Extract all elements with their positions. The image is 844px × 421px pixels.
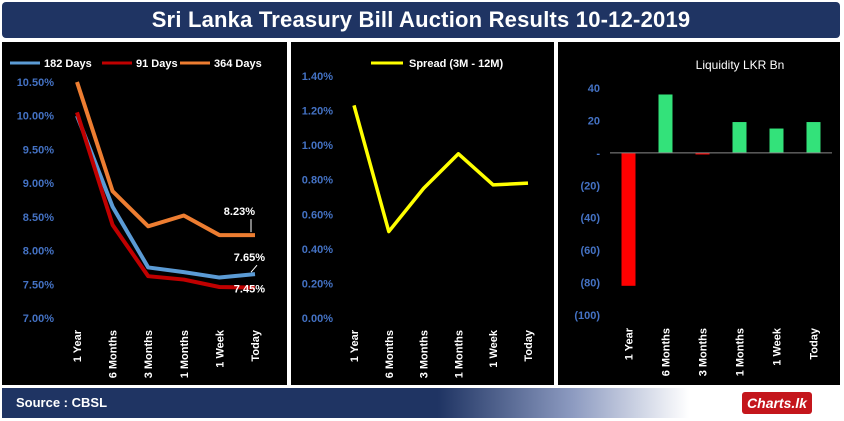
series-line-2 xyxy=(75,81,255,238)
y-tick-label: 8.50% xyxy=(23,212,54,224)
liquidity-panel: Liquidity LKR Bn (100) (80) (60) (40) (20) - 20… xyxy=(558,42,840,385)
x-tick-label: Today xyxy=(523,329,535,361)
y-tick-label: 1.20% xyxy=(302,106,333,118)
y-tick-label: 20 xyxy=(588,115,600,127)
x-tick-label: Today xyxy=(250,329,262,361)
annotation-leader-182 xyxy=(250,264,258,273)
y-tick-label: 9.00% xyxy=(23,178,54,190)
x-tick-label: 3 Months xyxy=(698,328,710,376)
y-tick-label: 7.00% xyxy=(23,313,54,325)
liquidity-chart: Liquidity LKR Bn (100) (80) (60) (40) (20) - 20… xyxy=(574,58,832,376)
x-tick-label: 1 Months xyxy=(179,330,191,378)
y-tick-label: (80) xyxy=(580,278,600,290)
bar-3 xyxy=(732,122,747,153)
legend-label-spread: Spread (3M - 12M) xyxy=(409,58,503,70)
x-tick-label: 1 Year xyxy=(72,329,84,362)
x-tick-label: 1 Week xyxy=(488,329,500,368)
y-tick-label: 0.60% xyxy=(302,209,333,221)
legend-label-1: 91 Days xyxy=(136,58,178,70)
yields-chart: 182 Days 91 Days 364 Days 7.00% 7.50% 8.00% 8.… xyxy=(10,58,265,378)
legend-label-0: 182 Days xyxy=(44,58,92,70)
y-tick-label: 10.50% xyxy=(17,77,55,89)
y-tick-label: (20) xyxy=(580,180,600,192)
series-line-0 xyxy=(75,114,256,280)
spread-chart: Spread (3M - 12M) 0.00% 0.20% 0.40% 0.60% 0.8… xyxy=(302,58,535,378)
y-tick-label: (40) xyxy=(580,213,600,225)
charts-lk-logo: Charts.lk xyxy=(742,392,812,414)
y-tick-label: 0.80% xyxy=(302,175,333,187)
y-tick-label: - xyxy=(596,148,600,160)
x-tick-label: 1 Week xyxy=(214,329,226,368)
annotation-364: 8.23% xyxy=(224,206,255,218)
x-tick-label: 6 Months xyxy=(108,330,120,378)
annotation-91: 7.45% xyxy=(234,284,265,296)
y-tick-label: 1.00% xyxy=(302,140,333,152)
x-tick-label: 3 Months xyxy=(419,330,431,378)
liquidity-title: Liquidity LKR Bn xyxy=(696,58,785,72)
x-tick-label: Today xyxy=(809,327,821,359)
y-tick-label: 10.00% xyxy=(17,111,55,123)
y-tick-label: 7.50% xyxy=(23,279,54,291)
spread-panel: Spread (3M - 12M) 0.00% 0.20% 0.40% 0.60% 0.8… xyxy=(291,42,554,385)
y-tick-label: 0.20% xyxy=(302,278,333,290)
x-tick-label: 1 Months xyxy=(453,330,465,378)
y-tick-label: 1.40% xyxy=(302,71,333,83)
footer-bar: Source : CBSL Charts.lk xyxy=(2,388,840,418)
legend-label-2: 364 Days xyxy=(214,58,262,70)
y-tick-label: (60) xyxy=(580,245,600,257)
page-title: Sri Lanka Treasury Bill Auction Results … xyxy=(2,2,840,38)
source-label: Source : CBSL xyxy=(16,395,108,410)
bar-2 xyxy=(695,152,710,155)
y-tick-label: 0.40% xyxy=(302,244,333,256)
bar-0 xyxy=(621,152,636,286)
y-tick-label: (100) xyxy=(574,310,600,322)
series-line-spread xyxy=(352,104,529,234)
x-tick-label: 1 Year xyxy=(349,329,361,362)
y-tick-label: 0.00% xyxy=(302,313,333,325)
annotation-182: 7.65% xyxy=(234,252,265,264)
series-line-1 xyxy=(75,111,256,290)
bar-5 xyxy=(806,122,821,153)
x-tick-label: 1 Months xyxy=(735,328,747,376)
y-tick-label: 9.50% xyxy=(23,144,54,156)
y-tick-label: 40 xyxy=(588,83,600,95)
x-tick-label: 1 Week xyxy=(772,327,784,366)
x-tick-label: 6 Months xyxy=(384,330,396,378)
bar-1 xyxy=(658,94,673,153)
x-tick-label: 6 Months xyxy=(661,328,673,376)
bar-4 xyxy=(769,128,784,153)
x-tick-label: 3 Months xyxy=(143,330,155,378)
yields-panel: 182 Days 91 Days 364 Days 7.00% 7.50% 8.00% 8.… xyxy=(2,42,287,385)
x-tick-label: 1 Year xyxy=(624,327,636,360)
y-tick-label: 8.00% xyxy=(23,246,54,258)
